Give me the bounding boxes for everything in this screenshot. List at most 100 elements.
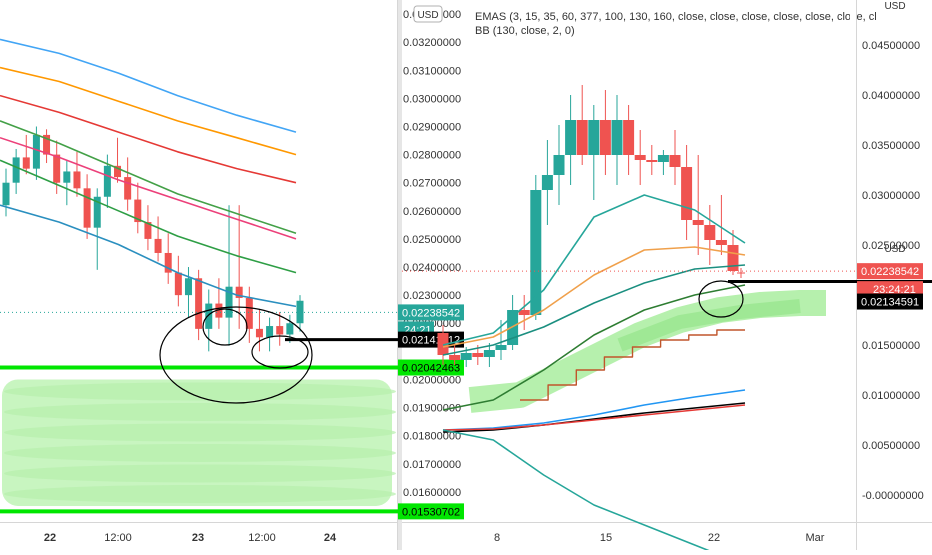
price-tick-label: 0.04000000 xyxy=(862,90,920,102)
annotation-circle[interactable] xyxy=(698,280,744,318)
candle-body xyxy=(43,134,51,155)
left-time-axis[interactable]: 22 12:00 23 12:00 24 xyxy=(44,532,337,544)
candle-body xyxy=(495,345,507,350)
candle-body xyxy=(164,252,172,273)
candle-body xyxy=(144,222,152,239)
candle-body xyxy=(646,160,658,162)
price-tick-label: 0.02500000 xyxy=(403,234,461,246)
panel-divider[interactable] xyxy=(398,0,402,550)
support-zone-stroke xyxy=(4,382,396,401)
right-plot-area[interactable] xyxy=(402,85,932,555)
time-tick-label: 22 xyxy=(44,532,56,544)
support-zone-stroke xyxy=(4,423,396,442)
support-bottom-label-bg xyxy=(398,503,464,520)
last-price-label-bg xyxy=(857,263,923,280)
time-tick-label: 22 xyxy=(708,532,720,544)
ema-line xyxy=(0,136,297,240)
candle-body xyxy=(588,120,600,155)
candle-body xyxy=(225,286,233,318)
candle-body xyxy=(215,303,223,318)
last-price-label-bg xyxy=(398,304,464,321)
candle-body xyxy=(53,154,61,183)
price-tick-label: 0.02600000 xyxy=(403,206,461,218)
indicator-legend-emas[interactable]: EMAS (3, 15, 35, 60, 377, 100, 130, 160,… xyxy=(475,11,877,23)
annotation-circle-large[interactable] xyxy=(159,306,313,404)
time-tick-label: Mar xyxy=(806,532,825,544)
candle-body xyxy=(611,120,623,155)
candle-body xyxy=(235,286,243,298)
price-tick-label: 0.01000000 xyxy=(862,390,920,402)
left-currency-badge[interactable]: USD xyxy=(413,5,443,23)
candle-body xyxy=(460,353,472,360)
time-tick-label: 12:00 xyxy=(104,532,132,544)
price-tick-label: 0.02300000 xyxy=(403,290,461,302)
candle-body xyxy=(565,120,577,155)
price-tick-label: 0.03000000 xyxy=(862,190,920,202)
candle-body xyxy=(195,278,203,329)
support-zone-stroke xyxy=(4,402,396,421)
right-currency-mid: USD xyxy=(884,244,905,255)
price-tick-label: 0.01700000 xyxy=(403,459,461,471)
candle-body xyxy=(2,182,10,206)
candle-body xyxy=(692,220,704,225)
price-tick-label: 0.01800000 xyxy=(403,431,461,443)
price-tick-label: 0.03200000 xyxy=(403,37,461,49)
candle-body xyxy=(727,245,739,271)
candle-body xyxy=(73,171,81,189)
time-tick-label: 8 xyxy=(494,532,500,544)
price-tick-label: 0.02800000 xyxy=(403,150,461,162)
candle-body xyxy=(623,120,635,155)
ema-line xyxy=(0,204,297,308)
support-zone-stroke xyxy=(4,464,396,483)
candle-body xyxy=(276,326,284,335)
price-tick-label: 0.03500000 xyxy=(862,140,920,152)
annotation-circle-inner[interactable] xyxy=(202,308,248,346)
ema-line xyxy=(442,389,746,431)
countdown-bg xyxy=(857,281,923,297)
candle-body xyxy=(134,199,142,223)
ema-line xyxy=(0,120,297,235)
right-price-axis[interactable]: 0.04500000 0.04000000 0.03500000 0.03000000… xyxy=(857,40,924,502)
candle-body xyxy=(63,171,71,183)
ema-line xyxy=(442,246,746,348)
candle-body xyxy=(518,310,530,315)
price-tick-label: 0.02500000 xyxy=(862,240,920,252)
left-price-axis[interactable]: 0.033000000.032000000.031000000.03000000… xyxy=(398,9,464,520)
candle-body xyxy=(669,155,681,167)
support-zone-stroke xyxy=(4,484,396,503)
candle-body xyxy=(657,155,669,162)
price-tick-label: 0.02400000 xyxy=(403,262,461,274)
price-tick-label: -0.00000000 xyxy=(862,490,924,502)
candle-body xyxy=(245,297,253,329)
candle-body xyxy=(93,196,101,228)
ema-line xyxy=(442,264,746,356)
support-zone-highlight xyxy=(2,379,396,506)
ema-line xyxy=(0,66,297,156)
highlight-band-stroke xyxy=(468,290,826,413)
support-bottom-label: 0.01530702 xyxy=(402,506,460,518)
candle-body xyxy=(286,323,294,335)
candle-body xyxy=(599,120,611,155)
price-tick-label: 0.03000000 xyxy=(403,93,461,105)
indicator-legend-bb[interactable]: BB (130, close, 2, 0) xyxy=(475,25,575,37)
line-level-label: 0.02134591 xyxy=(861,297,919,309)
ema-line xyxy=(442,404,746,431)
support-top-label-bg xyxy=(398,359,464,376)
left-currency-label: USD xyxy=(417,10,438,21)
time-tick-label: 15 xyxy=(600,532,612,544)
candle-body xyxy=(681,167,693,220)
candle-body xyxy=(114,165,122,178)
left-plot-area[interactable] xyxy=(0,38,398,514)
price-tick-label: 0.01600000 xyxy=(403,487,461,499)
annotation-circle-small[interactable] xyxy=(251,335,309,369)
last-price-label: 0.02238542 xyxy=(861,266,919,278)
right-time-axis[interactable]: 8 15 22 Mar xyxy=(494,532,825,544)
price-tick-label: 0.04500000 xyxy=(862,40,920,52)
ema-line xyxy=(442,284,746,411)
price-tick-label: 0.01500000 xyxy=(862,340,920,352)
candle-body xyxy=(124,177,132,200)
price-tick-label: 0.02700000 xyxy=(403,178,461,190)
time-tick-label: 12:00 xyxy=(248,532,276,544)
candle-body xyxy=(103,165,111,197)
